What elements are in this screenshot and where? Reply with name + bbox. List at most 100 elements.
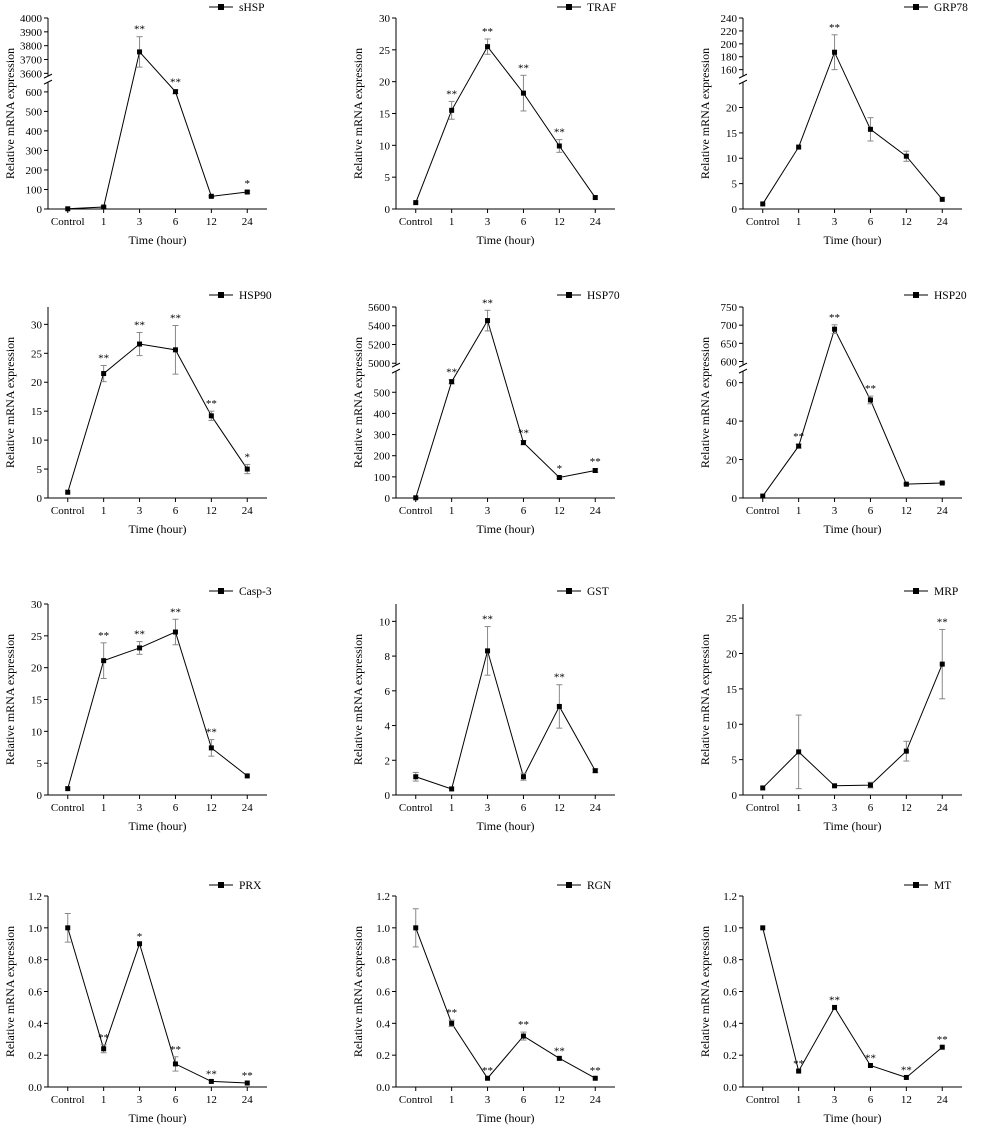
series-line (762, 927, 943, 1079)
axis-break-mark (43, 79, 53, 85)
x-tick-label: 12 (901, 505, 912, 517)
data-point (867, 397, 873, 403)
x-tick-label: Control (399, 505, 433, 517)
y-tick-label: 500 (374, 387, 391, 399)
data-point (760, 925, 766, 931)
data-point (939, 196, 945, 202)
x-axis-title: Time (hour) (477, 233, 535, 247)
y-tick-label: 200 (721, 39, 738, 51)
data-point (939, 1044, 945, 1050)
y-tick-label: 15 (31, 406, 43, 418)
data-point (592, 195, 598, 201)
x-tick-label: 24 (590, 505, 602, 517)
data-point (520, 774, 526, 780)
y-tick-label: 0.6 (28, 987, 42, 999)
y-axis-title: Relative mRNA expression (351, 926, 365, 1057)
y-tick-label: 0.8 (376, 955, 390, 967)
significance-label: ** (134, 319, 145, 331)
x-tick-label: Control (399, 802, 433, 814)
significance-label: ** (242, 1070, 253, 1082)
y-tick-label: 30 (31, 319, 43, 331)
significance-label: * (557, 463, 563, 475)
legend-marker (566, 292, 572, 298)
data-point (413, 495, 419, 501)
x-tick-label: Control (746, 1094, 780, 1106)
legend-label: TRAF (587, 2, 616, 14)
y-tick-label: 5200 (368, 339, 391, 351)
x-tick-label: 3 (832, 802, 838, 814)
legend-marker (566, 882, 572, 888)
x-axis-title: Time (hour) (824, 1111, 882, 1125)
y-tick-label: 2 (385, 755, 391, 767)
data-point (520, 90, 526, 96)
data-point (939, 480, 945, 486)
y-tick-label: 0.0 (376, 1082, 390, 1094)
y-tick-label: 0.2 (28, 1050, 42, 1062)
chart-hsp90: 0 5 10 15 20 25 30 Control 1 3 6 12 24 Time (hour) Rel… (3, 290, 272, 536)
x-tick-label: 12 (206, 802, 217, 814)
significance-label: ** (518, 62, 529, 74)
data-point (137, 941, 143, 947)
y-tick-label: 100 (26, 184, 43, 196)
x-tick-label: 6 (173, 505, 179, 517)
significance-label: ** (170, 313, 181, 325)
y-axis-title: Relative mRNA expression (698, 337, 712, 468)
x-tick-label: Control (746, 505, 780, 517)
data-point (556, 1055, 562, 1061)
y-tick-label: 30 (31, 599, 43, 611)
y-tick-label: 25 (379, 45, 391, 57)
y-tick-label: 1.2 (723, 891, 737, 903)
significance-label: ** (446, 88, 457, 100)
x-tick-label: 1 (796, 802, 802, 814)
x-tick-label: 3 (485, 1094, 491, 1106)
significance-label: ** (518, 427, 529, 439)
axis-break-mark (738, 79, 748, 85)
legend-marker (913, 882, 919, 888)
legend-label: Casp-3 (239, 586, 272, 598)
data-point (760, 785, 766, 791)
x-tick-label: 1 (796, 1094, 802, 1106)
data-point (760, 493, 766, 499)
x-tick-label: 3 (485, 505, 491, 517)
significance-label: ** (937, 616, 948, 628)
series-line (67, 50, 248, 210)
legend-label: MRP (934, 586, 958, 598)
series-line (67, 631, 248, 789)
y-tick-label: 1.0 (723, 923, 737, 935)
data-point (903, 153, 909, 159)
data-point (172, 1061, 178, 1067)
x-tick-label: 12 (206, 505, 217, 517)
y-tick-label: 0.6 (723, 987, 737, 999)
x-tick-label: 6 (868, 216, 874, 228)
series-line (762, 663, 943, 789)
data-point (485, 1075, 491, 1081)
y-tick-label: 0.6 (376, 987, 390, 999)
series-line (415, 927, 596, 1080)
x-tick-label: Control (51, 216, 85, 228)
x-tick-label: 24 (242, 802, 254, 814)
y-tick-label: 0 (385, 790, 391, 802)
y-axis-title: Relative mRNA expression (351, 634, 365, 765)
y-tick-label: 0.4 (376, 1018, 390, 1030)
chart-prx: 0.0 0.2 0.4 0.6 0.8 1.0 1.2 Control 1 3 6 12 24 Time … (3, 880, 267, 1125)
significance-label: ** (98, 1032, 109, 1044)
data-point (172, 629, 178, 635)
data-point (485, 648, 491, 654)
y-tick-label: 750 (721, 302, 738, 314)
y-tick-label: 30 (379, 13, 391, 25)
data-point (413, 925, 419, 931)
data-point (137, 49, 143, 55)
x-tick-label: 24 (242, 505, 254, 517)
significance-label: ** (482, 1065, 493, 1077)
y-tick-label: 20 (726, 649, 738, 661)
x-tick-label: Control (746, 216, 780, 228)
y-tick-label: 10 (379, 140, 391, 152)
x-tick-label: 1 (101, 802, 107, 814)
data-point (592, 768, 598, 774)
x-tick-label: Control (51, 505, 85, 517)
data-point (520, 1033, 526, 1039)
x-axis-title: Time (hour) (129, 233, 187, 247)
x-tick-label: Control (746, 802, 780, 814)
data-point (65, 786, 71, 792)
x-axis-title: Time (hour) (824, 233, 882, 247)
